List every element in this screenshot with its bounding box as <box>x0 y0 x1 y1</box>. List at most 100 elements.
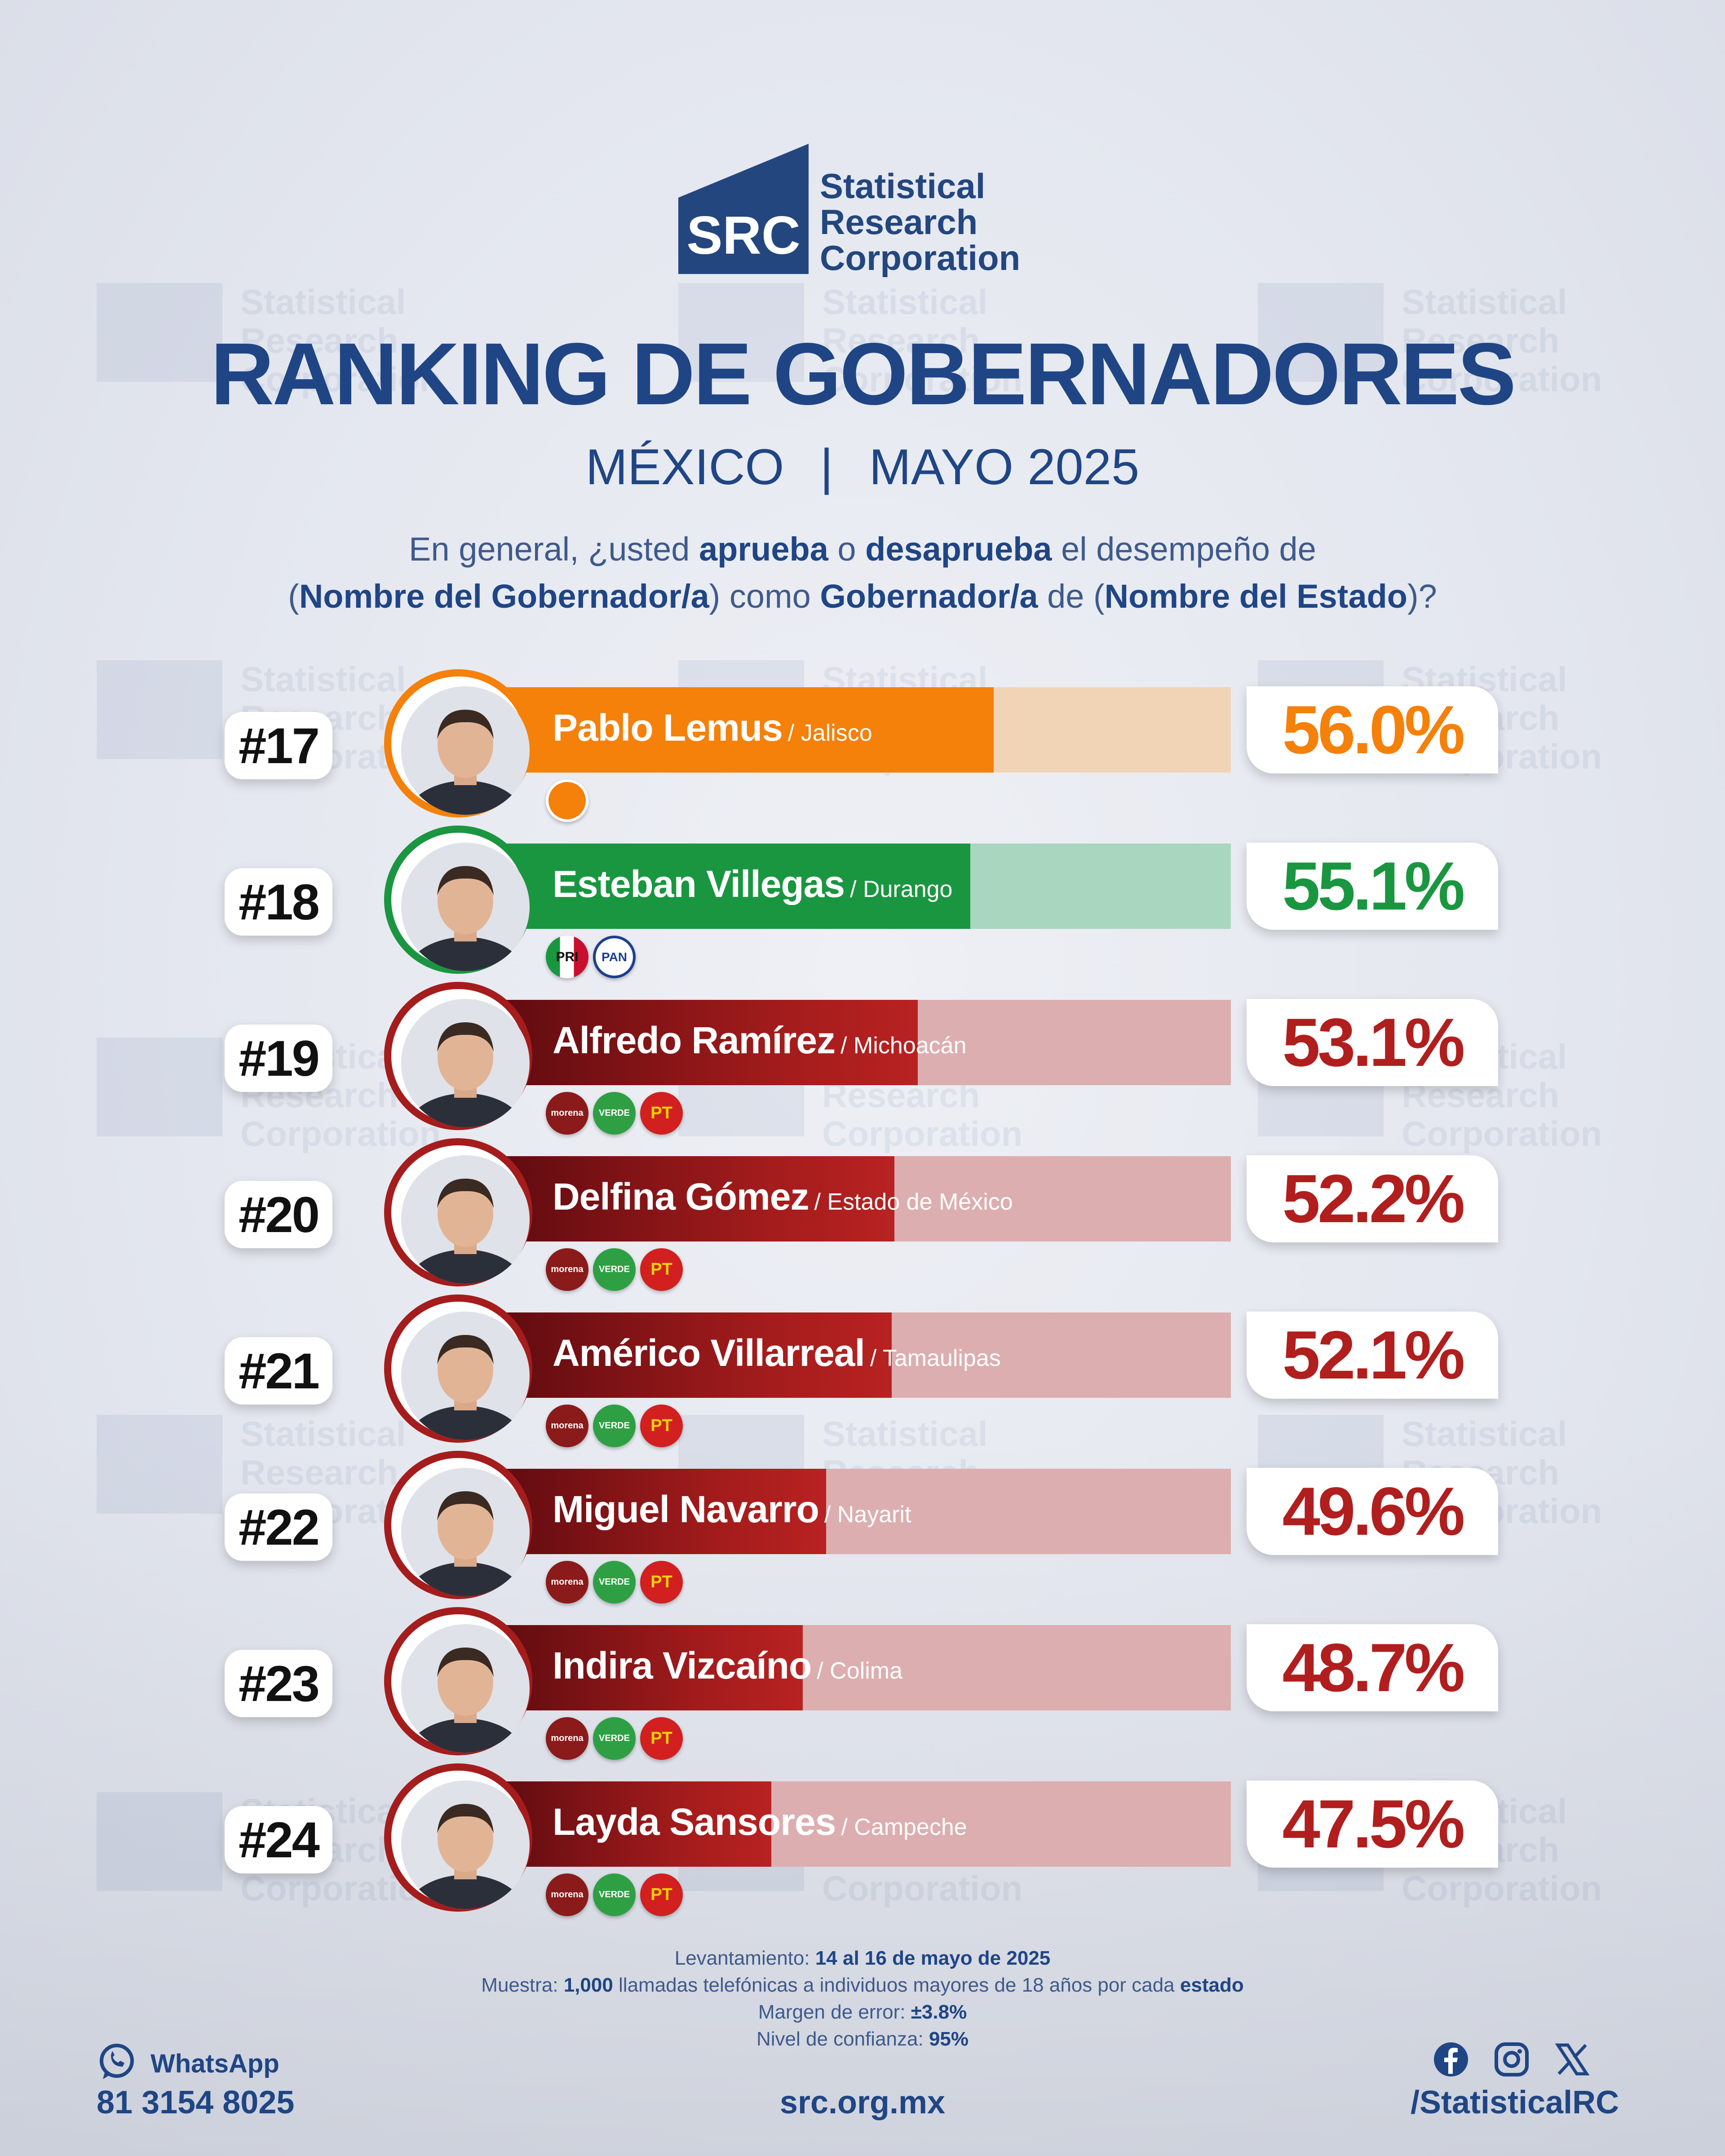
approval-bar-track: Esteban Villegas / Durango <box>494 844 1231 929</box>
party-pan-icon: PAN <box>593 936 636 978</box>
party-logos: morena VERDE PT <box>546 1405 683 1449</box>
ranking-row: #24 Layda Sansores / Campeche 47.5% morena VE… <box>0 1763 1725 1916</box>
governor-state: / Campeche <box>841 1814 967 1840</box>
approval-bar <box>494 687 994 773</box>
approval-percent: 49.6% <box>1247 1468 1498 1555</box>
governor-avatar <box>384 1763 532 1912</box>
approval-bar <box>494 1781 771 1867</box>
party-pri-icon: PRI <box>546 936 588 978</box>
party-pt-icon: PT <box>640 1873 683 1916</box>
x-icon[interactable] <box>1554 2041 1590 2077</box>
ranking-row: #20 Delfina Gómez / Estado de México 52.2% m… <box>0 1138 1725 1291</box>
subtitle-country: MÉXICO <box>585 439 784 495</box>
governor-name: Esteban Villegas <box>553 863 845 905</box>
governor-avatar <box>384 669 532 817</box>
party-mc-icon <box>546 779 588 822</box>
governor-state: / Tamaulipas <box>870 1345 1001 1371</box>
party-logos: morena VERDE PT <box>546 1561 683 1606</box>
rank-badge: #24 <box>225 1806 332 1873</box>
approval-percent: 47.5% <box>1247 1780 1498 1868</box>
person-icon <box>401 843 530 971</box>
approval-bar-track: Indira Vizcaíno / Colima <box>494 1625 1231 1710</box>
page-title: RANKING DE GOBERNADORES <box>210 325 1517 423</box>
survey-question: En general, ¿usted aprueba o desaprueba … <box>288 530 1437 615</box>
party-pt-icon: PT <box>640 1248 683 1291</box>
logo-line-3: Corporation <box>820 238 1021 278</box>
governor-label: Esteban Villegas / Durango <box>553 862 952 906</box>
approval-bar-track: Alfredo Ramírez / Michoacán <box>494 1000 1231 1085</box>
approval-bar-track: Américo Villarreal / Tamaulipas <box>494 1312 1231 1398</box>
governor-label: Pablo Lemus / Jalisco <box>553 706 872 750</box>
approval-bar-track: Layda Sansores / Campeche <box>494 1781 1231 1867</box>
page-subtitle: MÉXICO | MAYO 2025 <box>0 438 1725 496</box>
governor-name: Layda Sansores <box>553 1801 836 1843</box>
party-pt-icon: PT <box>640 1717 683 1760</box>
approval-percent: 52.1% <box>1247 1312 1498 1399</box>
subtitle-date: MAYO 2025 <box>869 439 1140 495</box>
approval-bar <box>494 1156 894 1241</box>
logo-line-2: Research <box>820 202 978 242</box>
person-icon <box>401 999 530 1127</box>
approval-bar <box>494 1625 803 1710</box>
approval-percent: 48.7% <box>1247 1624 1498 1711</box>
whatsapp-contact[interactable]: WhatsApp <box>97 2041 279 2084</box>
src-logo-mark: SRC <box>678 144 809 274</box>
governor-state: / Durango <box>850 876 953 902</box>
governor-state: / Nayarit <box>824 1502 911 1528</box>
social-icons <box>1433 2041 1590 2077</box>
party-verde-icon: VERDE <box>593 1561 636 1604</box>
ranking-row: #18 Esteban Villegas / Durango 55.1% PRI PAN <box>0 826 1725 978</box>
governor-name: Alfredo Ramírez <box>553 1019 836 1061</box>
approval-percent: 56.0% <box>1247 686 1498 773</box>
party-verde-icon: VERDE <box>593 1092 636 1135</box>
methodology-footnote: Levantamiento: 14 al 16 de mayo de 2025 … <box>481 1947 1244 2050</box>
ranking-row: #21 Américo Villarreal / Tamaulipas 52.1% mo… <box>0 1294 1725 1447</box>
party-morena-icon: morena <box>546 1248 588 1291</box>
rank-badge: #18 <box>225 868 332 936</box>
party-morena-icon: morena <box>546 1873 588 1916</box>
instagram-icon[interactable] <box>1494 2041 1530 2077</box>
governor-avatar <box>384 1607 532 1755</box>
whatsapp-icon <box>100 2044 134 2079</box>
party-verde-icon: VERDE <box>593 1717 636 1760</box>
governor-avatar <box>384 1451 532 1599</box>
governor-label: Miguel Navarro / Nayarit <box>553 1488 911 1531</box>
governor-state: / Estado de México <box>814 1189 1013 1215</box>
whatsapp-phone[interactable]: 81 3154 8025 <box>97 2085 295 2121</box>
person-icon <box>401 1155 530 1284</box>
ranking-row: #22 Miguel Navarro / Nayarit 49.6% morena VER… <box>0 1451 1725 1604</box>
party-verde-icon: VERDE <box>593 1405 636 1447</box>
governor-label: Indira Vizcaíno / Colima <box>553 1644 902 1688</box>
rank-badge: #21 <box>225 1337 332 1405</box>
rank-badge: #20 <box>225 1181 332 1248</box>
facebook-icon[interactable] <box>1433 2041 1469 2077</box>
governor-label: Américo Villarreal / Tamaulipas <box>553 1331 1001 1375</box>
governor-avatar <box>384 982 532 1130</box>
party-logos: morena VERDE PT <box>546 1873 683 1918</box>
party-logos: PRI PAN <box>546 936 636 981</box>
party-logos <box>546 779 588 824</box>
party-logos: morena VERDE PT <box>546 1248 683 1293</box>
approval-bar <box>494 1000 918 1085</box>
governor-name: Miguel Navarro <box>553 1488 819 1530</box>
governor-avatar <box>384 1138 532 1286</box>
rank-badge: #23 <box>225 1650 332 1717</box>
rank-badge: #22 <box>225 1493 332 1561</box>
party-pt-icon: PT <box>640 1092 683 1135</box>
ranking-row: #19 Alfredo Ramírez / Michoacán 53.1% morena… <box>0 982 1725 1135</box>
person-icon <box>401 1624 530 1753</box>
governor-state: / Colima <box>817 1658 902 1684</box>
social-handle[interactable]: /StatisticalRC <box>1411 2085 1619 2121</box>
subtitle-separator: | <box>820 439 833 495</box>
rank-badge: #17 <box>225 712 332 779</box>
governor-label: Layda Sansores / Campeche <box>553 1800 967 1844</box>
party-logos: morena VERDE PT <box>546 1092 683 1137</box>
approval-percent: 53.1% <box>1247 999 1498 1086</box>
website-link[interactable]: src.org.mx <box>779 2085 946 2121</box>
person-icon <box>401 1468 530 1596</box>
approval-bar <box>494 1469 826 1554</box>
party-morena-icon: morena <box>546 1405 588 1447</box>
party-verde-icon: VERDE <box>593 1248 636 1291</box>
